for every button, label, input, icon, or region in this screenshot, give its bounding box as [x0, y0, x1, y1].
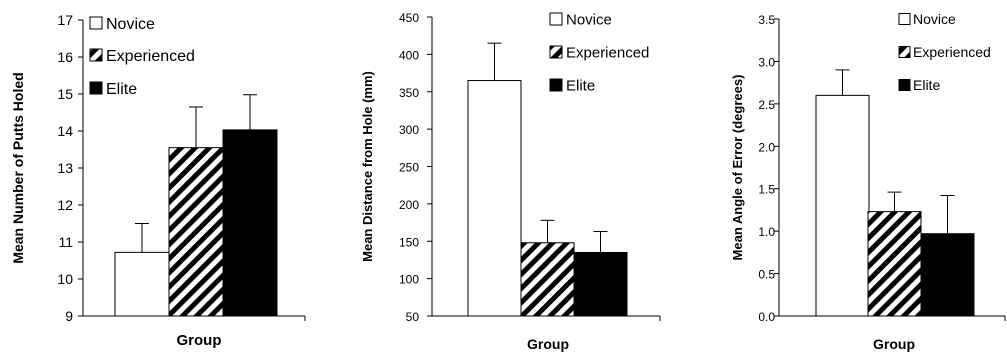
y-tick-label: 1.5 [758, 183, 775, 197]
y-tick-label: 2.5 [758, 98, 775, 112]
y-tick-label: 200 [399, 198, 419, 212]
y-tick-label: 2.0 [758, 140, 775, 154]
legend-label-experienced: Experienced [106, 48, 195, 65]
chart-1: 9 10 11 12 13 14 15 16 17 Mean Number of Putts Ho… [10, 12, 306, 349]
y-tick-label: 16 [57, 49, 73, 65]
y-axis-label: Mean Angle of Error (degrees) [730, 75, 745, 261]
x-axis-label: Group [873, 336, 915, 352]
legend-label-novice: Novice [913, 11, 956, 27]
y-tick-label: 13 [57, 160, 73, 176]
legend-label-experienced: Experienced [913, 44, 991, 60]
legend-swatch-experienced [89, 48, 103, 62]
legend-swatch-elite [89, 81, 103, 95]
bar-novice [114, 251, 170, 317]
y-tick-label: 1.0 [758, 225, 775, 239]
legend-swatch-novice [549, 12, 563, 26]
legend-swatch-elite [549, 78, 563, 92]
y-tick-label: 450 [399, 11, 419, 25]
legend-label-elite: Elite [566, 77, 595, 94]
y-tick-label: 3.5 [758, 13, 775, 27]
bar-elite [573, 251, 628, 317]
chart-2: 50 100 150 200 250 300 350 400 450 Mean Distance … [360, 11, 661, 352]
chart-3: 0.0 0.5 1.0 1.5 2.0 2.5 3.0 3.5 Mean Angle of Er… [730, 11, 1006, 352]
legend-swatch-experienced [549, 45, 563, 59]
y-tick-label: 3.0 [758, 55, 775, 69]
y-tick-label: 300 [399, 123, 419, 137]
x-axis-label: Group [527, 336, 569, 352]
legend-swatch-novice [898, 13, 911, 25]
legend-label-novice: Novice [566, 11, 612, 28]
y-tick-label: 15 [57, 86, 73, 102]
legend-label-novice: Novice [106, 16, 155, 33]
y-tick-label: 0.5 [758, 268, 775, 282]
legend-label-experienced: Experienced [566, 44, 649, 61]
y-tick-label: 17 [57, 12, 73, 28]
bar-elite [222, 129, 278, 317]
legend-swatch-novice [89, 16, 103, 30]
bar-experienced [520, 242, 575, 317]
bar-experienced [168, 147, 224, 317]
x-axis-label: Group [177, 332, 222, 349]
y-tick-label: 9 [65, 308, 73, 324]
y-tick-label: 250 [399, 161, 419, 175]
legend-swatch-elite [898, 79, 911, 91]
legend-label-elite: Elite [913, 77, 940, 93]
bar-experienced [867, 211, 922, 317]
legend: Novice Experienced Elite [89, 16, 195, 98]
y-tick-label: 50 [406, 310, 420, 324]
y-tick-label: 100 [399, 273, 419, 287]
legend: Novice Experienced Elite [549, 11, 649, 94]
y-axis-label: Mean Number of Putts Holed [10, 72, 26, 263]
y-tick-label: 12 [57, 197, 73, 213]
legend-swatch-experienced [898, 46, 911, 58]
legend-label-elite: Elite [106, 81, 137, 98]
y-axis-label: Mean Distance from Hole (mm) [360, 71, 375, 262]
bar-elite [920, 233, 975, 317]
bar-novice [815, 94, 870, 317]
y-tick-label: 10 [57, 271, 73, 287]
y-tick-label: 11 [58, 234, 73, 250]
y-tick-label: 0.0 [758, 310, 775, 324]
y-tick-label: 14 [57, 123, 73, 139]
bar-novice [467, 80, 522, 317]
y-tick-label: 350 [399, 86, 419, 100]
legend: Novice Experienced Elite [898, 11, 991, 93]
y-tick-label: 150 [399, 235, 419, 249]
y-tick-label: 400 [399, 48, 419, 62]
